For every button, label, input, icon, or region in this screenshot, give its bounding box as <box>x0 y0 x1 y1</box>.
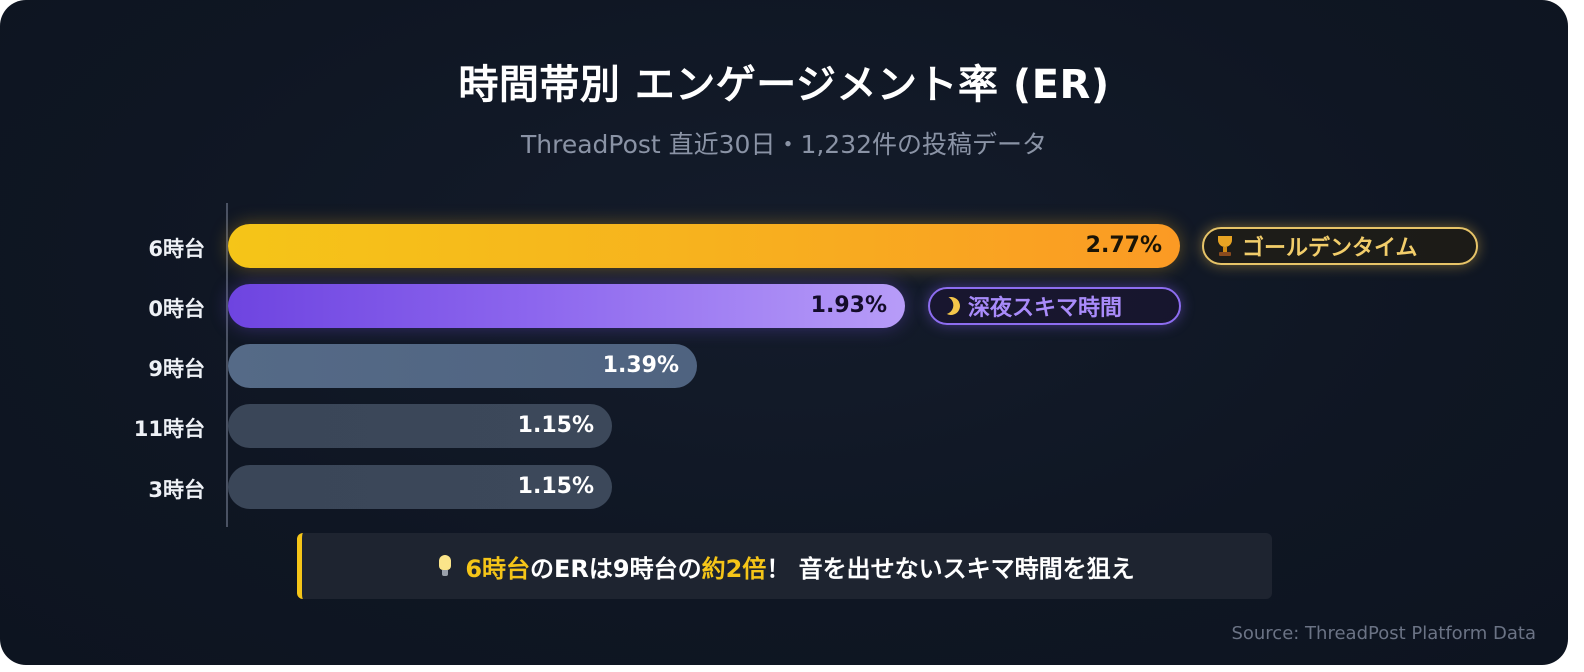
callout-highlight-ratio: 約2倍 <box>701 554 767 583</box>
bar-9h: 1.39% <box>228 344 697 388</box>
bar-value: 1.93% <box>810 293 887 318</box>
trophy-icon <box>1216 235 1234 257</box>
bar-11h: 1.15% <box>228 404 612 448</box>
chart-card: 時間帯別 エンゲージメント率 (ER) ThreadPost 直近30日・1,2… <box>0 0 1568 665</box>
bar-value: 1.15% <box>517 474 594 499</box>
bar-3h: 1.15% <box>228 465 612 509</box>
bar-row: 3時台 1.15% <box>0 465 1568 509</box>
callout-highlight-hour: 6時台 <box>465 554 531 583</box>
bar-value: 1.15% <box>517 413 594 438</box>
lightbulb-icon <box>439 555 452 577</box>
bar-row: 9時台 1.39% <box>0 344 1568 388</box>
late-night-badge: 深夜スキマ時間 <box>928 287 1181 325</box>
bar-value: 1.39% <box>602 353 679 378</box>
insight-callout: 6時台 のERは9時台の 約2倍 ！ 音を出せないスキマ時間を狙え <box>297 533 1272 599</box>
bar-row: 0時台 1.93% 深夜スキマ時間 <box>0 284 1568 328</box>
source-note: Source: ThreadPost Platform Data <box>1231 623 1536 644</box>
bar-value: 2.77% <box>1085 233 1162 258</box>
moon-icon <box>939 294 962 317</box>
category-label: 6時台 <box>148 237 205 261</box>
badge-label: ゴールデンタイム <box>1242 236 1418 261</box>
bar-0h: 1.93% <box>228 284 905 328</box>
category-label: 0時台 <box>148 297 205 321</box>
chart-title: 時間帯別 エンゲージメント率 (ER) <box>458 62 1110 108</box>
bar-6h: 2.77% <box>228 224 1180 268</box>
y-axis-line <box>226 203 228 527</box>
bar-row: 6時台 2.77% ゴールデンタイム <box>0 224 1568 268</box>
category-label: 3時台 <box>148 478 205 502</box>
bar-row: 11時台 1.15% <box>0 404 1568 448</box>
badge-label: 深夜スキマ時間 <box>968 296 1123 321</box>
callout-text: のERは9時台の <box>530 554 702 583</box>
callout-text-tail: ！ 音を出せないスキマ時間を狙え <box>766 554 1135 583</box>
category-label: 9時台 <box>148 357 205 381</box>
chart-subtitle: ThreadPost 直近30日・1,232件の投稿データ <box>520 130 1048 159</box>
golden-time-badge: ゴールデンタイム <box>1202 227 1478 265</box>
category-label: 11時台 <box>133 417 205 441</box>
